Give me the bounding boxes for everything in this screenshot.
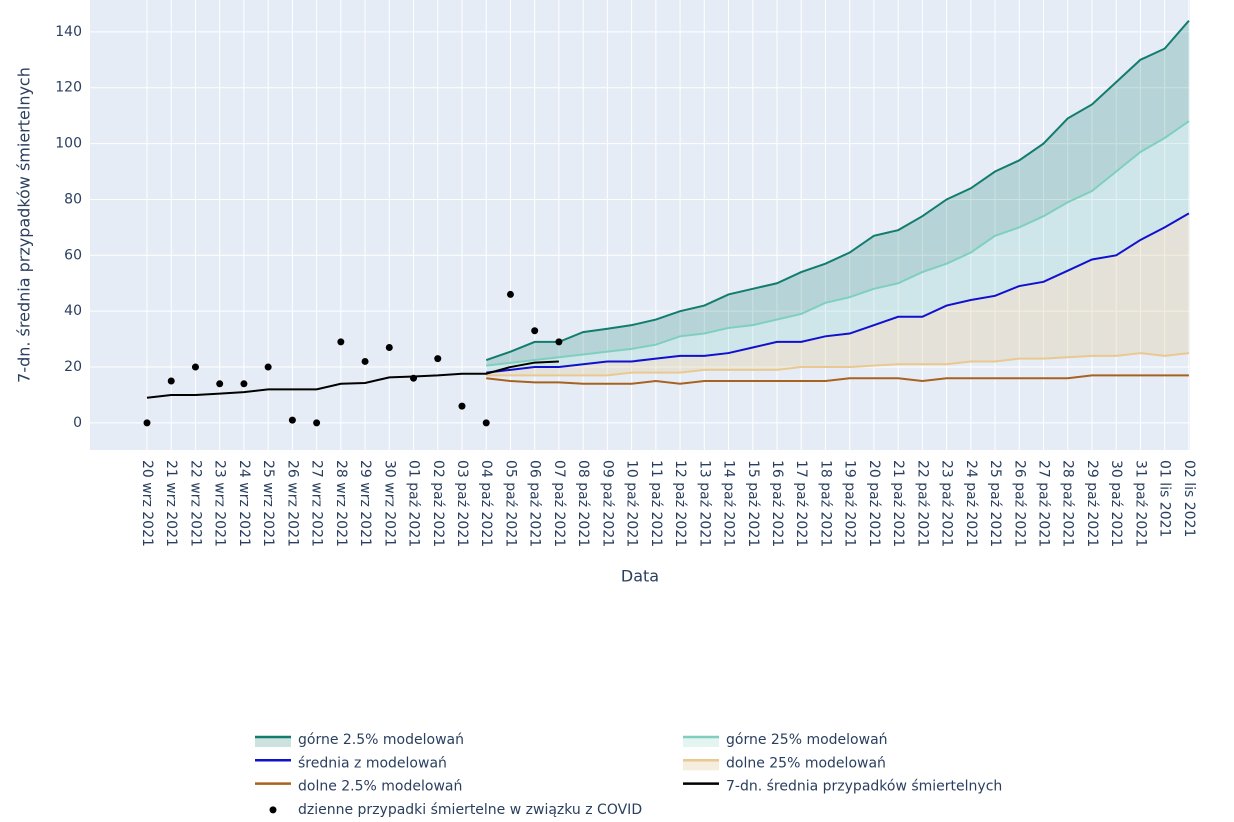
legend-label: dzienne przypadki śmiertelne w związku z… bbox=[298, 802, 642, 818]
x-tick-label: 29 wrz 2021 bbox=[357, 460, 373, 547]
data-point bbox=[264, 363, 272, 371]
band-fill bbox=[486, 213, 1189, 376]
legend-label: 7-dn. średnia przypadków śmiertelnych bbox=[726, 779, 1002, 795]
x-tick-label: 20 paź 2021 bbox=[866, 460, 882, 547]
x-axis-title: Data bbox=[621, 567, 659, 586]
x-tick-label: 24 paź 2021 bbox=[963, 460, 979, 547]
x-tick-label: 22 wrz 2021 bbox=[187, 460, 203, 547]
series-line bbox=[486, 212, 1190, 374]
y-tick-label: 140 bbox=[55, 24, 82, 40]
data-point bbox=[337, 338, 345, 346]
legend-label: średnia z modelowań bbox=[298, 755, 447, 771]
data-point bbox=[143, 419, 151, 427]
x-tick-label: 02 lis 2021 bbox=[1181, 460, 1197, 537]
x-tick-label: 30 paź 2021 bbox=[1108, 460, 1124, 547]
legend-marker bbox=[269, 806, 277, 814]
data-point bbox=[506, 290, 514, 298]
x-tick-label: 23 wrz 2021 bbox=[212, 460, 228, 547]
legend-label: dolne 25% modelowań bbox=[726, 755, 886, 771]
x-tick-label: 18 paź 2021 bbox=[817, 460, 833, 547]
x-tick-label: 07 paź 2021 bbox=[551, 460, 567, 547]
x-tick-label: 24 wrz 2021 bbox=[236, 460, 252, 547]
data-point bbox=[482, 419, 490, 427]
data-point bbox=[531, 327, 539, 335]
legend-label: górne 2.5% modelowań bbox=[298, 732, 464, 748]
x-tick-label: 10 paź 2021 bbox=[624, 460, 640, 547]
y-tick-label: 120 bbox=[55, 80, 82, 96]
series-line bbox=[485, 20, 1190, 362]
x-tick-label: 23 paź 2021 bbox=[939, 460, 955, 547]
y-tick-label: 60 bbox=[64, 247, 82, 263]
y-tick-label: 20 bbox=[64, 359, 82, 375]
x-tick-label: 19 paź 2021 bbox=[842, 460, 858, 547]
x-tick-label: 05 paź 2021 bbox=[502, 460, 518, 547]
data-point bbox=[288, 416, 296, 424]
series-line bbox=[486, 352, 1190, 377]
x-tick-label: 02 paź 2021 bbox=[430, 460, 446, 547]
data-point bbox=[313, 419, 321, 427]
data-point bbox=[410, 374, 418, 382]
band-fill bbox=[486, 121, 1189, 373]
data-point bbox=[191, 363, 199, 371]
x-tick-label: 17 paź 2021 bbox=[793, 460, 809, 547]
x-tick-label: 22 paź 2021 bbox=[914, 460, 930, 547]
data-point bbox=[385, 343, 393, 351]
x-tick-label: 27 wrz 2021 bbox=[309, 460, 325, 547]
data-point bbox=[458, 402, 466, 410]
x-tick-label: 25 wrz 2021 bbox=[260, 460, 276, 547]
data-point bbox=[240, 380, 248, 388]
x-tick-label: 30 wrz 2021 bbox=[381, 460, 397, 547]
legend-label: górne 25% modelowań bbox=[726, 732, 888, 748]
series-line bbox=[486, 120, 1190, 367]
x-tick-label: 28 wrz 2021 bbox=[333, 460, 349, 547]
x-tick-label: 28 paź 2021 bbox=[1060, 460, 1076, 547]
legend-fill bbox=[255, 737, 291, 747]
x-tick-label: 27 paź 2021 bbox=[1036, 460, 1052, 547]
x-tick-label: 21 paź 2021 bbox=[890, 460, 906, 547]
x-tick-label: 16 paź 2021 bbox=[769, 460, 785, 547]
data-point bbox=[361, 357, 369, 365]
y-tick-label: 40 bbox=[64, 303, 82, 319]
legend-label: dolne 2.5% modelowań bbox=[298, 779, 462, 795]
x-tick-label: 14 paź 2021 bbox=[721, 460, 737, 547]
x-tick-label: 21 wrz 2021 bbox=[163, 460, 179, 547]
x-tick-label: 01 lis 2021 bbox=[1157, 460, 1173, 537]
legend-fill bbox=[683, 737, 719, 747]
x-tick-label: 04 paź 2021 bbox=[478, 460, 494, 547]
x-tick-label: 26 paź 2021 bbox=[1011, 460, 1027, 547]
x-tick-label: 09 paź 2021 bbox=[599, 460, 615, 547]
legend-fill bbox=[683, 760, 719, 771]
x-tick-label: 29 paź 2021 bbox=[1084, 460, 1100, 547]
series-line bbox=[486, 374, 1189, 385]
x-tick-label: 08 paź 2021 bbox=[575, 460, 591, 547]
y-tick-label: 80 bbox=[64, 191, 82, 207]
plot-area bbox=[90, 0, 1190, 450]
y-axis-title: 7-dn. średnia przypadków śmiertelnych bbox=[15, 67, 34, 383]
x-tick-label: 01 paź 2021 bbox=[406, 460, 422, 547]
x-tick-label: 31 paź 2021 bbox=[1132, 460, 1148, 547]
x-tick-label: 11 paź 2021 bbox=[648, 460, 664, 547]
x-tick-label: 06 paź 2021 bbox=[527, 460, 543, 547]
x-tick-label: 25 paź 2021 bbox=[987, 460, 1003, 547]
x-tick-label: 26 wrz 2021 bbox=[284, 460, 300, 547]
data-point bbox=[167, 377, 175, 385]
series-line bbox=[146, 360, 559, 399]
y-tick-label: 100 bbox=[55, 136, 82, 152]
x-tick-label: 03 paź 2021 bbox=[454, 460, 470, 547]
x-tick-label: 15 paź 2021 bbox=[745, 460, 761, 547]
data-point bbox=[216, 380, 224, 388]
data-point bbox=[434, 355, 442, 363]
x-tick-label: 20 wrz 2021 bbox=[139, 460, 155, 547]
x-tick-label: 13 paź 2021 bbox=[696, 460, 712, 547]
x-tick-label: 12 paź 2021 bbox=[672, 460, 688, 547]
data-point bbox=[555, 338, 563, 346]
band-fill bbox=[486, 20, 1189, 366]
y-tick-label: 0 bbox=[73, 415, 82, 431]
